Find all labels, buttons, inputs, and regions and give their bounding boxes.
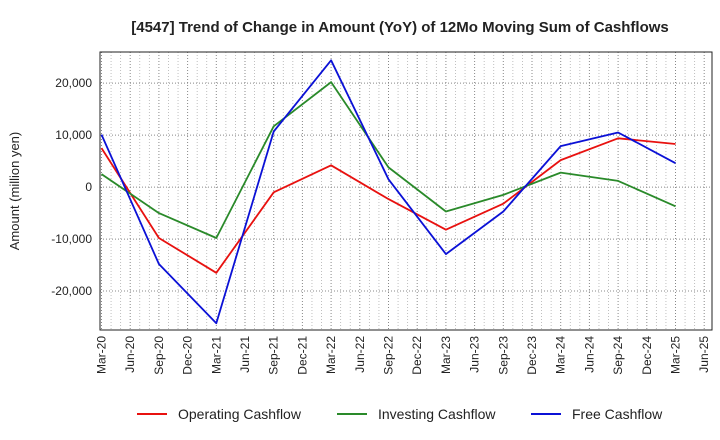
legend: Operating Cashflow Investing Cashflow Free… (137, 406, 663, 422)
y-tick-layer: 20,000 10,000 0 -10,000 -20,000 (51, 76, 92, 298)
x-tick-label: Dec-24 (640, 336, 654, 375)
y-axis-label: Amount (million yen) (7, 132, 22, 251)
y-tick-label: -10,000 (51, 232, 92, 246)
legend-label-operating-cashflow: Operating Cashflow (178, 406, 302, 422)
x-tick-label: Mar-21 (209, 336, 223, 374)
series-line-operating-cashflow (100, 137, 676, 274)
x-tick-label: Sep-21 (267, 336, 281, 375)
x-tick-label: Sep-23 (496, 336, 510, 375)
x-tick-label: Dec-23 (525, 336, 539, 375)
y-tick-label: -20,000 (51, 284, 92, 298)
x-tick-label: Jun-22 (353, 336, 367, 373)
series-layer (100, 59, 676, 325)
x-tick-label: Jun-21 (238, 336, 252, 373)
series-line-free-cashflow (100, 59, 676, 325)
x-tick-label: Mar-20 (95, 336, 109, 374)
x-tick-label: Dec-20 (181, 336, 195, 375)
x-tick-label: Dec-21 (295, 336, 309, 375)
x-tick-label: Sep-22 (382, 336, 396, 375)
plot-frame (99, 51, 713, 331)
legend-label-free-cashflow: Free Cashflow (572, 406, 663, 422)
x-tick-label: Dec-22 (410, 336, 424, 375)
legend-label-investing-cashflow: Investing Cashflow (378, 406, 496, 422)
x-tick-label: Mar-24 (554, 336, 568, 374)
x-tick-label: Sep-24 (611, 336, 625, 375)
y-tick-label: 20,000 (55, 76, 92, 90)
x-tick-label: Jun-25 (697, 336, 711, 373)
x-tick-label: Jun-24 (582, 336, 596, 373)
y-tick-label: 0 (85, 180, 92, 194)
x-tick-label: Mar-25 (669, 336, 683, 374)
x-tick-layer: Mar-20 Jun-20 Sep-20 Dec-20 Mar-21 Jun-21 Sep-… (95, 336, 712, 375)
x-tick-label: Jun-20 (123, 336, 137, 373)
series-line-investing-cashflow (100, 81, 676, 239)
x-tick-label: Jun-23 (468, 336, 482, 373)
x-tick-label: Mar-22 (324, 336, 338, 374)
x-tick-label: Mar-23 (439, 336, 453, 374)
x-tick-label: Sep-20 (152, 336, 166, 375)
chart-title: [4547] Trend of Change in Amount (YoY) o… (131, 19, 669, 36)
grid-layer (100, 52, 712, 330)
y-tick-label: 10,000 (55, 128, 92, 142)
